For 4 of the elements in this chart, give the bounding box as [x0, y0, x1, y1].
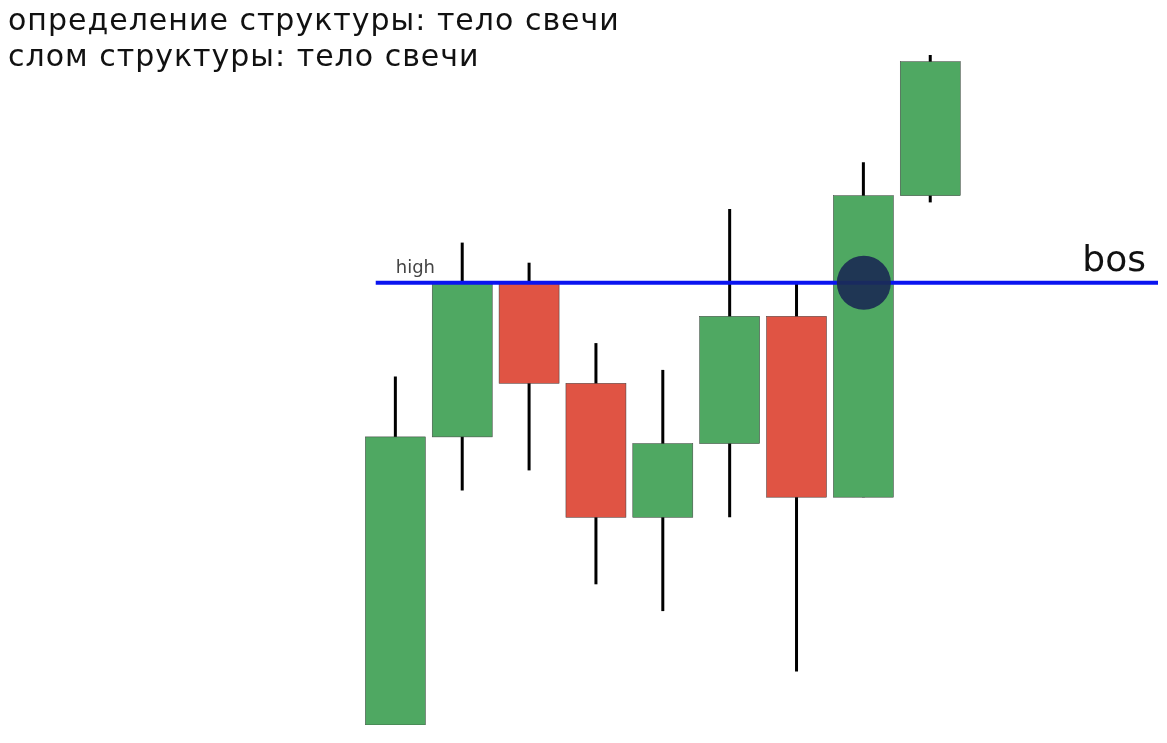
chart-title: определение структуры: тело свечи: [8, 2, 620, 38]
ref-line-label: bos: [1082, 237, 1146, 279]
chart-subtitle: слом структуры: тело свечи: [8, 38, 481, 74]
annotation: high: [395, 255, 436, 277]
